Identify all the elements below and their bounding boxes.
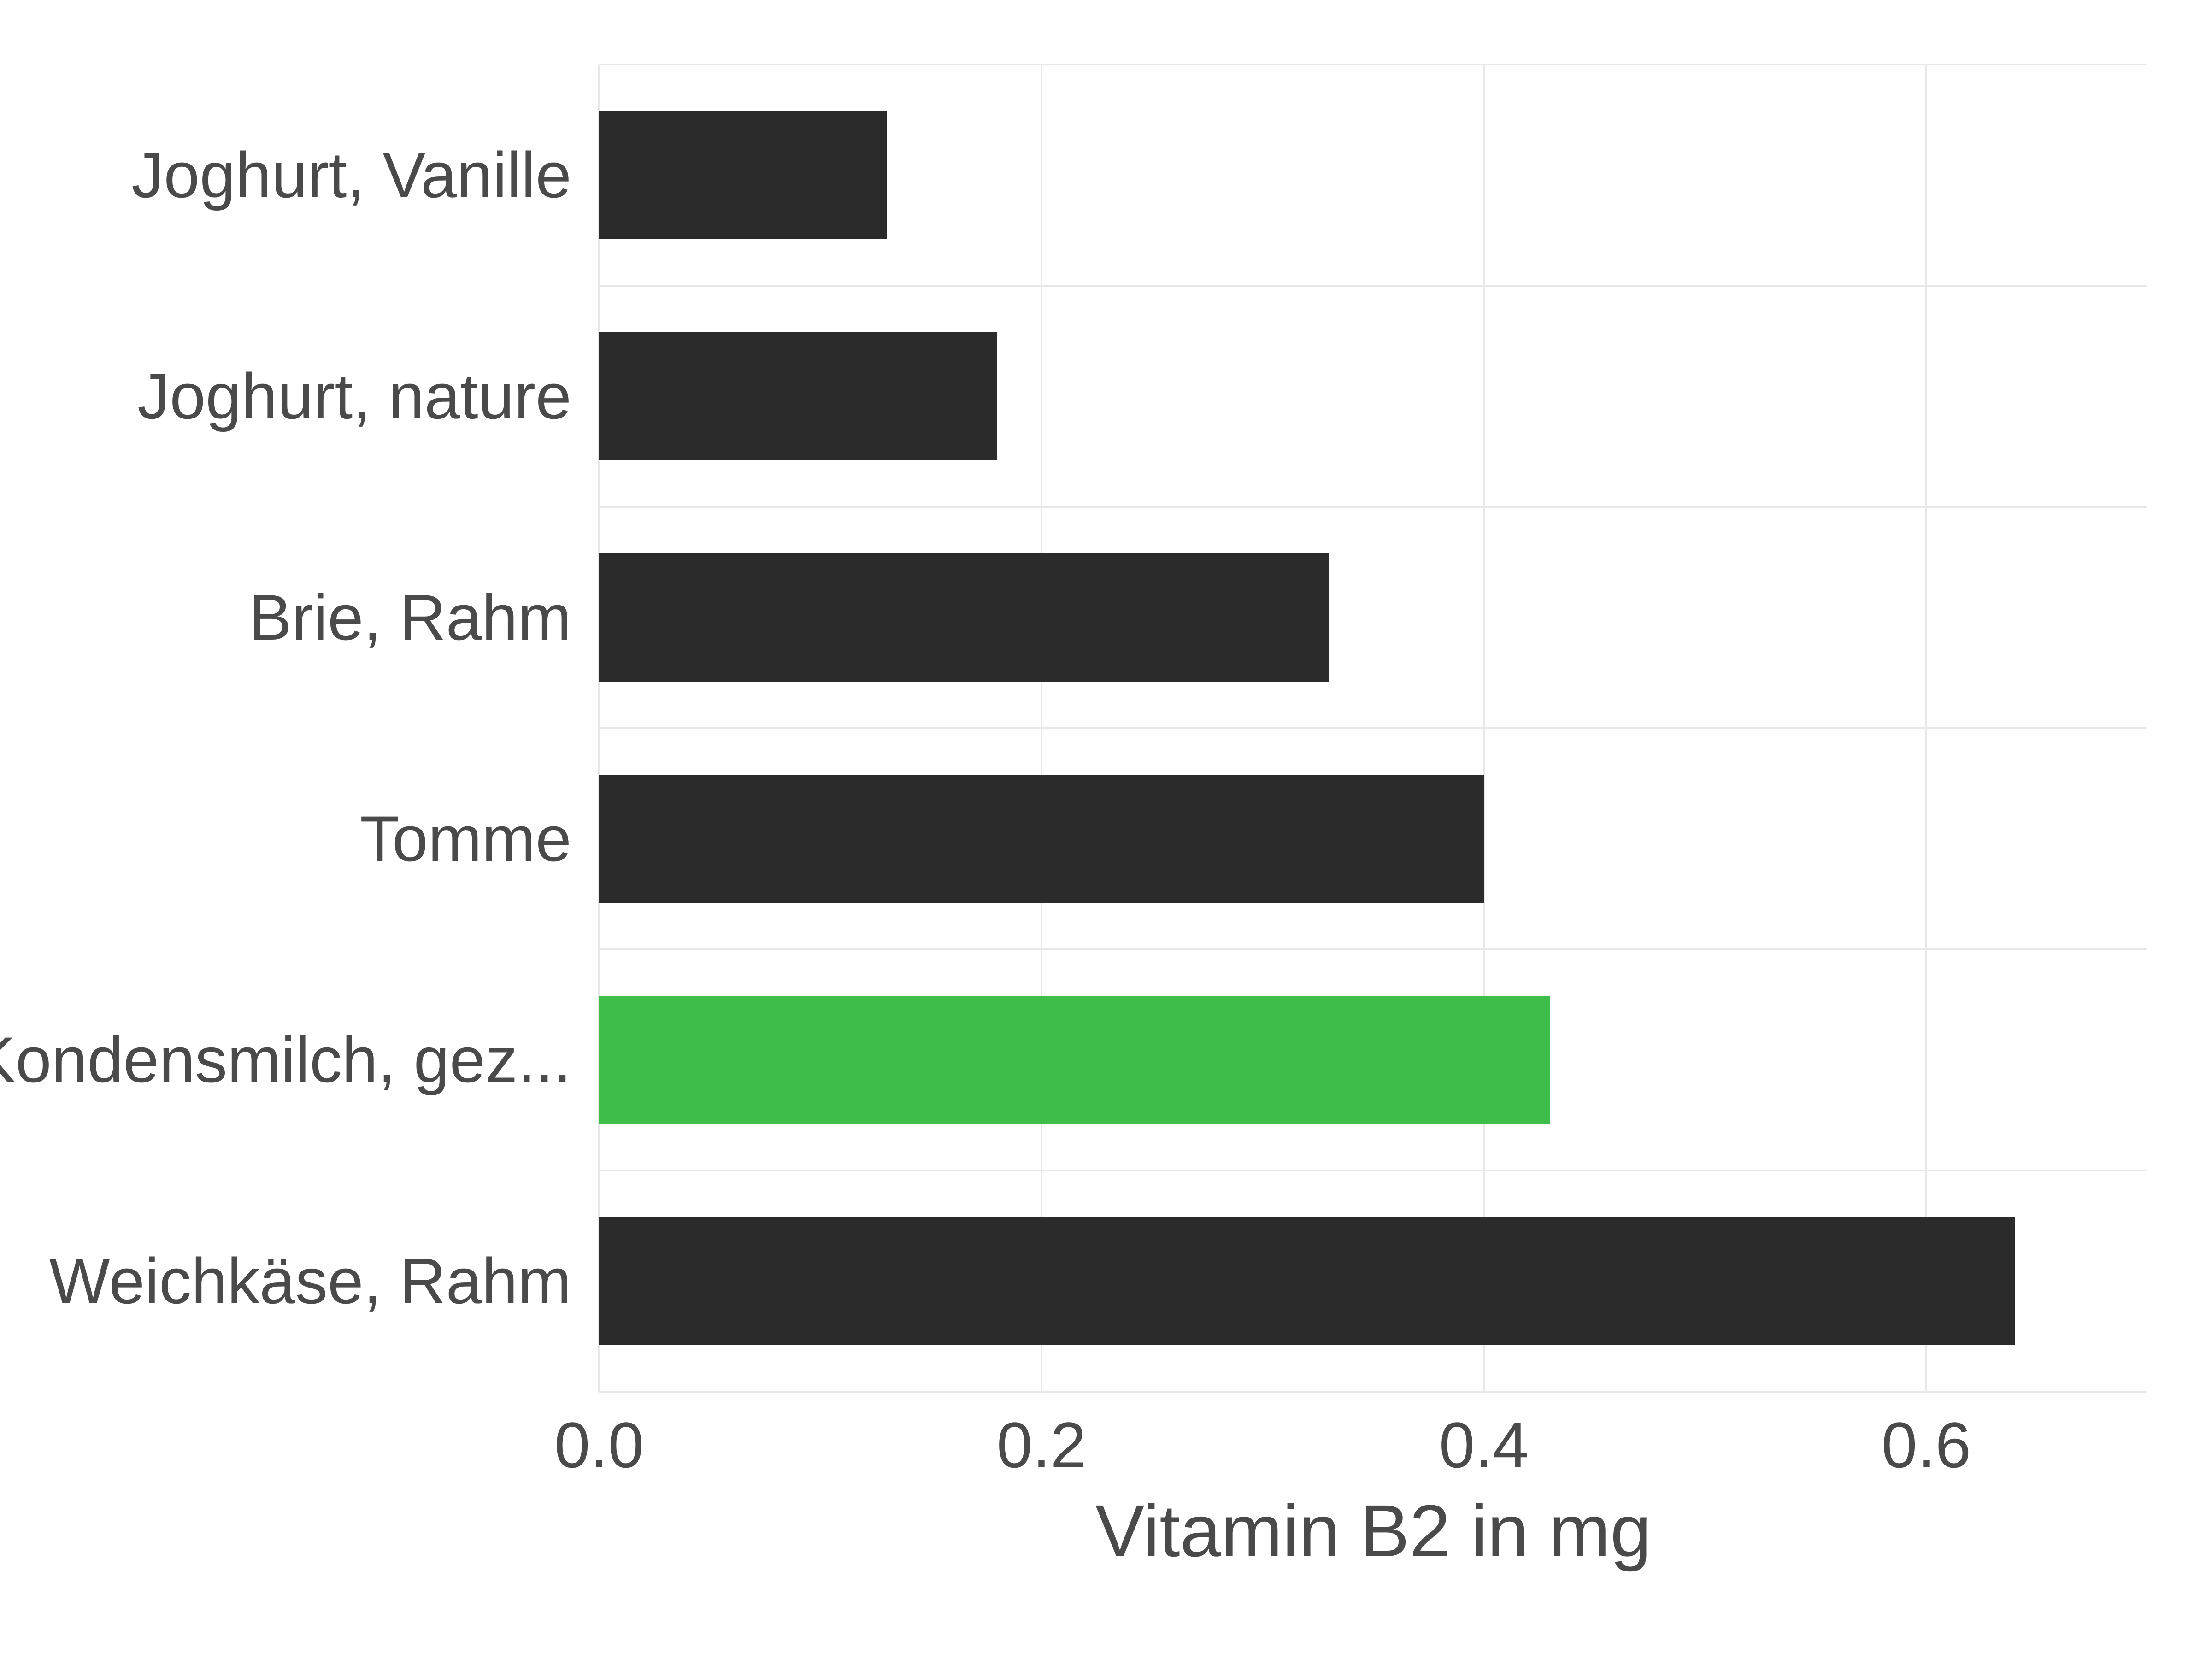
bar [599, 553, 1329, 682]
vitamin-b2-chart: 0.00.20.40.6Joghurt, VanilleJoghurt, nat… [0, 0, 2212, 1659]
bar [599, 996, 1550, 1124]
plot-area: 0.00.20.40.6Joghurt, VanilleJoghurt, nat… [599, 65, 2147, 1392]
y-tick-label: Joghurt, nature [137, 359, 599, 434]
bar [599, 111, 887, 239]
gridline [599, 506, 2147, 508]
x-tick-label: 0.6 [1882, 1392, 1971, 1483]
y-tick-label: Kondensmilch, gez... [0, 1023, 599, 1097]
y-tick-label: Tomme [360, 801, 599, 876]
gridline [599, 64, 2147, 65]
x-axis-title: Vitamin B2 in mg [1095, 1392, 1651, 1573]
gridline [599, 1170, 2147, 1171]
x-tick-label: 0.2 [997, 1392, 1087, 1483]
bar [599, 1217, 2015, 1345]
y-tick-label: Brie, Rahm [249, 580, 599, 655]
y-tick-label: Weichkäse, Rahm [49, 1244, 599, 1318]
y-tick-label: Joghurt, Vanille [131, 138, 599, 212]
gridline [599, 285, 2147, 287]
gridline [599, 727, 2147, 729]
bar [599, 332, 997, 460]
gridline [599, 948, 2147, 950]
x-tick-label: 0.0 [554, 1392, 644, 1483]
bar [599, 775, 1484, 903]
